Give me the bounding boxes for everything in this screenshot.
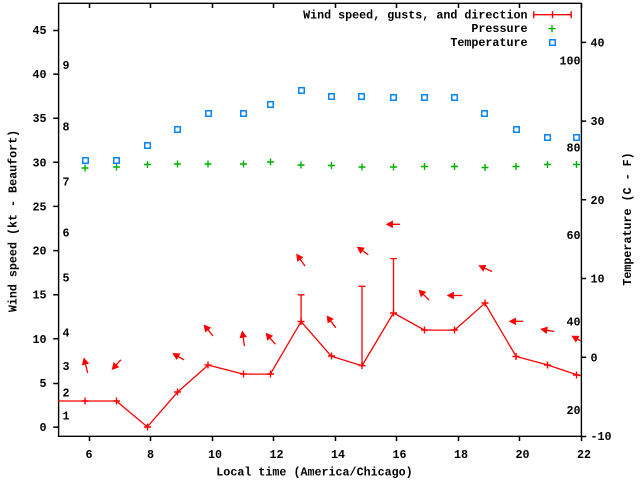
svg-text:45: 45 [32,24,46,38]
svg-text:25: 25 [32,200,46,214]
svg-text:10: 10 [591,273,605,287]
svg-text:8: 8 [63,121,70,135]
svg-text:Temperature (C - F): Temperature (C - F) [621,152,635,285]
svg-text:Temperature: Temperature [450,36,527,50]
svg-text:20: 20 [591,194,605,208]
svg-text:4: 4 [63,327,70,341]
svg-text:40: 40 [32,68,46,82]
svg-text:0: 0 [591,351,598,365]
svg-text:Wind speed (kt - Beaufort): Wind speed (kt - Beaufort) [7,130,21,312]
svg-text:60: 60 [566,229,580,243]
svg-text:0: 0 [39,421,46,435]
svg-text:40: 40 [566,316,580,330]
svg-text:6: 6 [85,448,92,462]
svg-text:20: 20 [566,404,580,418]
svg-text:30: 30 [591,115,605,129]
svg-text:2: 2 [63,387,70,401]
svg-text:7: 7 [63,176,70,190]
svg-text:6: 6 [63,227,70,241]
svg-text:16: 16 [392,448,406,462]
svg-text:20: 20 [515,448,529,462]
svg-text:18: 18 [454,448,468,462]
svg-text:30: 30 [32,156,46,170]
svg-text:3: 3 [63,360,70,374]
svg-text:10: 10 [32,333,46,347]
svg-text:14: 14 [331,448,345,462]
svg-text:20: 20 [32,245,46,259]
svg-text:1: 1 [63,410,70,424]
svg-text:80: 80 [566,142,580,156]
svg-text:100: 100 [559,55,580,69]
svg-text:Local time (America/Chicago): Local time (America/Chicago) [216,465,412,479]
svg-text:35: 35 [32,112,46,126]
svg-text:10: 10 [208,448,222,462]
svg-text:-10: -10 [591,430,612,444]
svg-text:Pressure: Pressure [471,22,527,36]
svg-text:9: 9 [63,59,70,73]
svg-text:8: 8 [147,448,154,462]
svg-text:12: 12 [269,448,283,462]
svg-text:40: 40 [591,36,605,50]
svg-text:5: 5 [39,377,46,391]
svg-text:22: 22 [577,448,591,462]
svg-text:15: 15 [32,289,46,303]
svg-text:5: 5 [63,272,70,286]
svg-text:Wind speed, gusts, and directi: Wind speed, gusts, and direction [303,8,527,22]
